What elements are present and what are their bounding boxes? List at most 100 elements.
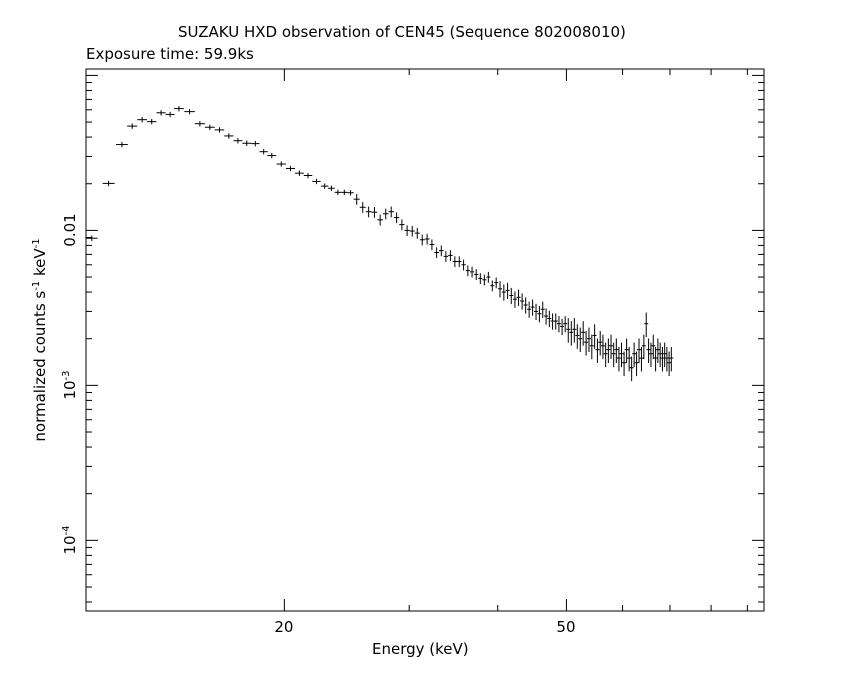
data-point [242, 140, 252, 146]
data-point [303, 172, 313, 179]
chart-title: SUZAKU HXD observation of CEN45 (Sequenc… [178, 23, 626, 41]
data-point [443, 251, 449, 262]
data-point [393, 212, 400, 224]
data-point [619, 342, 624, 368]
data-point [589, 334, 594, 360]
data-point [490, 280, 495, 292]
data-point [569, 321, 574, 346]
data-point [653, 346, 658, 372]
data-point [509, 287, 514, 305]
data-point [359, 202, 366, 213]
data-point [530, 299, 535, 316]
data-point [598, 331, 603, 356]
data-point [478, 273, 483, 285]
y-tick-label: 10-4 [61, 526, 79, 555]
data-point [353, 193, 360, 205]
data-point [575, 324, 580, 349]
axis-ticks [86, 69, 764, 611]
data-point [667, 351, 672, 377]
data-points [86, 105, 674, 382]
data-point [627, 346, 632, 372]
data-point [660, 346, 665, 372]
data-point [334, 189, 342, 196]
data-point [658, 342, 663, 368]
x-tick-label: 50 [556, 618, 576, 636]
data-point [632, 342, 637, 368]
data-point [214, 127, 225, 133]
data-point [655, 338, 660, 364]
data-point [457, 256, 462, 268]
data-point [563, 316, 568, 333]
data-point [662, 342, 667, 368]
data-point [622, 351, 627, 377]
y-tick-label-base: 10 [61, 380, 79, 400]
data-point [127, 123, 138, 129]
data-point [494, 277, 499, 289]
y-tick-label: 0.01 [61, 214, 79, 247]
data-point [429, 239, 435, 251]
y-tick-label-base: 0.01 [61, 213, 79, 248]
data-point [637, 338, 642, 364]
data-point [194, 121, 205, 127]
data-point [560, 318, 565, 336]
x-axis-label: Energy (keV) [372, 640, 469, 658]
data-point [609, 334, 614, 360]
data-point [224, 133, 234, 139]
data-point [474, 269, 479, 281]
data-point [86, 235, 98, 241]
data-point [404, 225, 410, 237]
data-point [547, 310, 552, 328]
data-point [165, 111, 175, 118]
data-point [498, 281, 503, 298]
data-point [523, 297, 528, 314]
data-point [341, 189, 348, 196]
data-point [482, 274, 487, 286]
y-tick-label: 10-3 [61, 371, 79, 400]
data-point [512, 291, 517, 308]
data-point [388, 206, 394, 218]
data-point [651, 334, 656, 360]
x-tick-label: 20 [274, 618, 294, 636]
y-tick-label-base: 10 [61, 535, 79, 555]
plot-frame [85, 68, 765, 612]
data-point [578, 327, 583, 353]
data-point [438, 245, 444, 257]
data-point [486, 271, 491, 283]
data-point [116, 141, 128, 148]
data-point [204, 124, 215, 130]
data-point [137, 117, 148, 123]
data-point [556, 316, 561, 333]
data-point [639, 346, 644, 372]
data-point [259, 149, 268, 155]
y-axis-label-sup1: -1 [31, 280, 42, 291]
data-point [584, 331, 589, 356]
data-point [553, 313, 558, 330]
data-point [399, 219, 405, 231]
y-axis-label-sup2: -1 [31, 238, 42, 249]
data-point [501, 284, 506, 301]
data-point [669, 346, 674, 372]
data-point [592, 324, 597, 349]
data-point [251, 140, 260, 147]
data-point [629, 356, 634, 382]
data-point [664, 346, 669, 372]
data-point [285, 165, 295, 172]
data-point [294, 170, 304, 176]
data-point [586, 327, 591, 353]
data-point [419, 234, 425, 246]
data-point [611, 342, 616, 368]
data-point [641, 334, 646, 360]
data-point [603, 342, 608, 368]
data-point [320, 183, 329, 189]
data-point [371, 207, 378, 218]
data-point [156, 110, 166, 116]
data-point [527, 301, 532, 318]
data-point [505, 282, 510, 300]
data-point [624, 338, 629, 364]
data-point [648, 342, 653, 368]
data-point [516, 289, 521, 306]
data-point [174, 105, 184, 112]
data-point [469, 266, 475, 278]
data-point [616, 346, 621, 372]
data-point [414, 227, 420, 239]
